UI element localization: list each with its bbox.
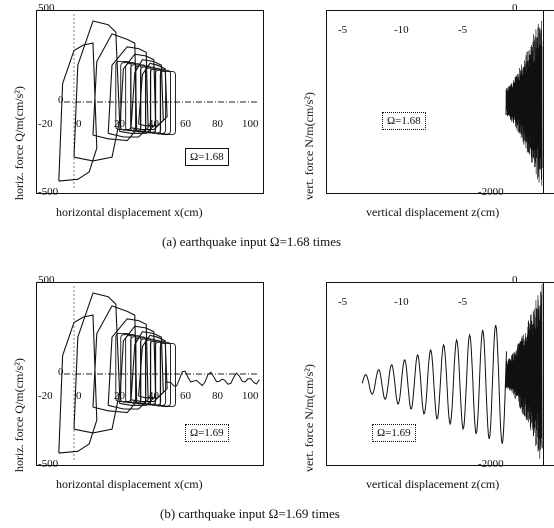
y-tick-bottom: -2000 bbox=[478, 458, 504, 470]
x-tick: 0 bbox=[512, 274, 518, 286]
x-axis-label: vertical displacement z(cm) bbox=[366, 477, 499, 492]
y-axis-label: vert. force N/m(cm/s²) bbox=[302, 364, 317, 472]
omega-label-box: Ω=1.69 bbox=[372, 424, 416, 442]
caption-b: (b) carthquake input Ω=1.69 times bbox=[160, 506, 340, 522]
x-tick: -5 bbox=[338, 296, 347, 308]
x-tick: -5 bbox=[458, 296, 467, 308]
x-tick: -10 bbox=[394, 296, 409, 308]
